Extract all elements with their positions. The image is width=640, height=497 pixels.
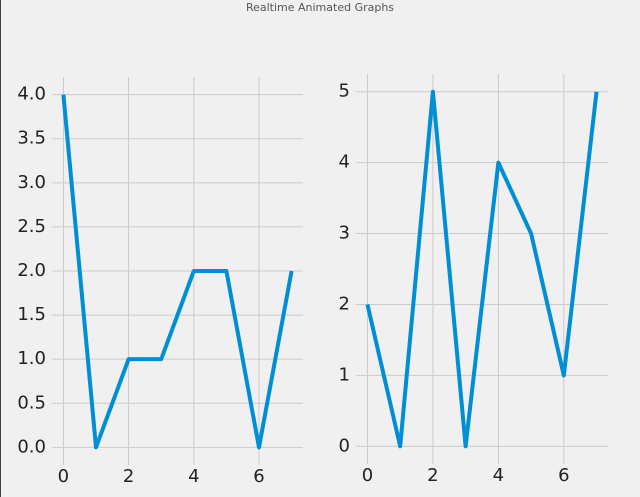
x-tick-label: 4 (493, 465, 504, 486)
y-tick-label: 1.0 (17, 348, 46, 369)
y-tick-label: 3.0 (17, 172, 46, 193)
y-tick-label: 2.0 (17, 260, 46, 281)
x-tick-label: 0 (362, 465, 373, 486)
y-tick-label: 2.5 (17, 216, 46, 237)
y-tick-label: 4.0 (17, 84, 46, 105)
y-tick-label: 3.5 (17, 128, 46, 149)
y-tick-label: 2 (339, 293, 350, 314)
y-tick-label: 5 (339, 81, 350, 102)
y-tick-label: 4 (339, 152, 350, 173)
x-tick-label: 2 (427, 465, 438, 486)
x-tick-label: 2 (123, 466, 134, 487)
x-tick-label: 6 (253, 466, 264, 487)
y-tick-label: 1.5 (17, 304, 46, 325)
x-tick-label: 0 (58, 466, 69, 487)
y-tick-label: 3 (339, 223, 350, 244)
data-line (61, 94, 294, 450)
y-tick-label: 1 (339, 364, 350, 385)
y-tick-label: 0 (339, 435, 350, 456)
data-line (365, 89, 599, 449)
x-tick-label: 6 (558, 465, 569, 486)
x-tick-label: 4 (188, 466, 199, 487)
window-title: Realtime Animated Graphs (246, 1, 394, 14)
y-tick-label: 0.0 (17, 436, 46, 457)
y-tick-label: 0.5 (17, 392, 46, 413)
